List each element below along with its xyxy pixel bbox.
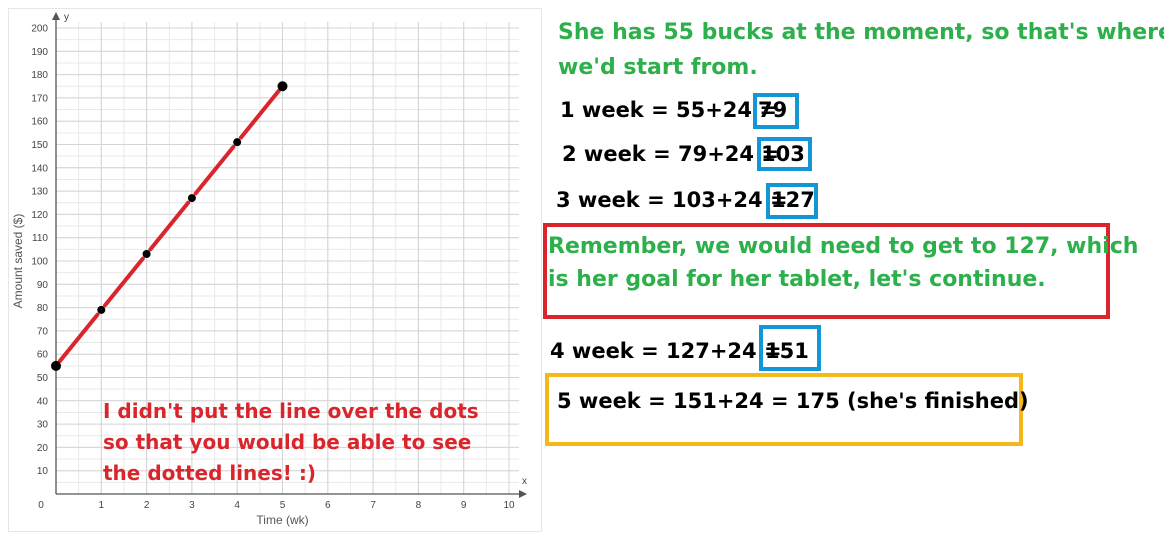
y-tick-label: 70 bbox=[37, 326, 49, 337]
y-tick-label: 80 bbox=[37, 303, 49, 314]
week2-equation: 2 week = 79+24 = bbox=[562, 142, 779, 166]
x-tick-label: 7 bbox=[370, 500, 376, 511]
chart-panel: x y 0 1 2 3 4 5 6 7 8 9 10 10 20 30 40 50 60 70 80 90 100 110 12… bbox=[8, 8, 542, 532]
week3-result-box bbox=[766, 183, 818, 219]
series-segment bbox=[57, 312, 100, 364]
week2-result: 103 bbox=[761, 142, 805, 166]
y-tick-label: 40 bbox=[37, 396, 49, 407]
series-segment bbox=[193, 144, 236, 196]
y-axis-label: Amount saved ($) bbox=[11, 214, 25, 309]
y-tick-label: 150 bbox=[31, 140, 48, 151]
line-chart: x y 0 1 2 3 4 5 6 7 8 9 10 10 20 30 40 50 60 70 80 90 100 110 12… bbox=[11, 12, 527, 527]
intro-line-1: She has 55 bucks at the moment, so that'… bbox=[558, 20, 1164, 45]
y-tick-label: 20 bbox=[37, 443, 49, 454]
y-tick-label: 180 bbox=[31, 70, 48, 81]
y-tick-label: 160 bbox=[31, 117, 48, 128]
y-tick-label: 120 bbox=[31, 210, 48, 221]
x-axis-letter: x bbox=[522, 476, 527, 487]
y-tick-label: 110 bbox=[32, 233, 48, 244]
week4-result: 151 bbox=[765, 339, 809, 363]
week3-result: 127 bbox=[771, 188, 815, 212]
series-segment bbox=[148, 200, 191, 252]
y-tick-label: 50 bbox=[37, 373, 49, 384]
week4-result-box bbox=[759, 325, 821, 371]
data-point bbox=[277, 81, 288, 92]
x-axis-arrow bbox=[519, 490, 527, 498]
week5-box bbox=[545, 373, 1023, 446]
y-tick-label: 10 bbox=[37, 466, 49, 477]
data-point bbox=[51, 360, 61, 371]
week2-result-box bbox=[757, 137, 812, 171]
x-tick-label: 6 bbox=[325, 500, 331, 511]
y-tick-label: 30 bbox=[37, 420, 49, 431]
y-tick-label: 100 bbox=[31, 257, 48, 268]
annotation-line: I didn't put the line over the dots bbox=[103, 399, 479, 423]
data-point bbox=[187, 194, 196, 203]
week5-equation: 5 week = 151+24 = 175 (she's finished) bbox=[557, 389, 1029, 413]
x-axis-label: Time (wk) bbox=[256, 513, 308, 527]
x-tick-label: 5 bbox=[280, 500, 286, 511]
week1-result: 79 bbox=[758, 98, 788, 122]
x-tick-label: 4 bbox=[234, 500, 240, 511]
x-tick-label: 8 bbox=[416, 500, 422, 511]
data-point bbox=[233, 138, 242, 147]
intro-line-2: we'd start from. bbox=[558, 55, 758, 80]
x-tick-label: 0 bbox=[38, 500, 44, 511]
week1-result-box bbox=[753, 93, 799, 129]
x-tick-label: 1 bbox=[99, 500, 105, 511]
series-segment bbox=[238, 88, 281, 140]
x-tick-label: 2 bbox=[144, 500, 150, 511]
y-tick-label: 90 bbox=[37, 280, 49, 291]
annotation-line: so that you would be able to see bbox=[103, 430, 471, 454]
y-axis-letter: y bbox=[64, 12, 69, 23]
y-tick-label: 60 bbox=[37, 350, 49, 361]
y-tick-label: 200 bbox=[31, 24, 48, 35]
x-tick-label: 9 bbox=[461, 500, 467, 511]
reminder-line-2: is her goal for her tablet, let's contin… bbox=[548, 267, 1046, 292]
reminder-box bbox=[543, 223, 1110, 319]
y-tick-label: 190 bbox=[31, 47, 48, 58]
y-tick-label: 140 bbox=[31, 163, 48, 174]
data-point bbox=[97, 305, 106, 314]
y-axis-arrow bbox=[52, 12, 60, 20]
data-point bbox=[142, 250, 151, 259]
annotation-line: the dotted lines! :) bbox=[103, 461, 316, 485]
week3-equation: 3 week = 103+24 = bbox=[556, 188, 788, 212]
week4-equation: 4 week = 127+24 = bbox=[550, 339, 782, 363]
week1-equation: 1 week = 55+24 = bbox=[560, 98, 777, 122]
x-tick-label: 3 bbox=[189, 500, 195, 511]
y-tick-label: 170 bbox=[31, 93, 48, 104]
y-tick-label: 130 bbox=[31, 187, 48, 198]
x-tick-label: 10 bbox=[503, 500, 515, 511]
series-segment bbox=[103, 256, 145, 308]
reminder-line-1: Remember, we would need to get to 127, w… bbox=[548, 234, 1139, 259]
